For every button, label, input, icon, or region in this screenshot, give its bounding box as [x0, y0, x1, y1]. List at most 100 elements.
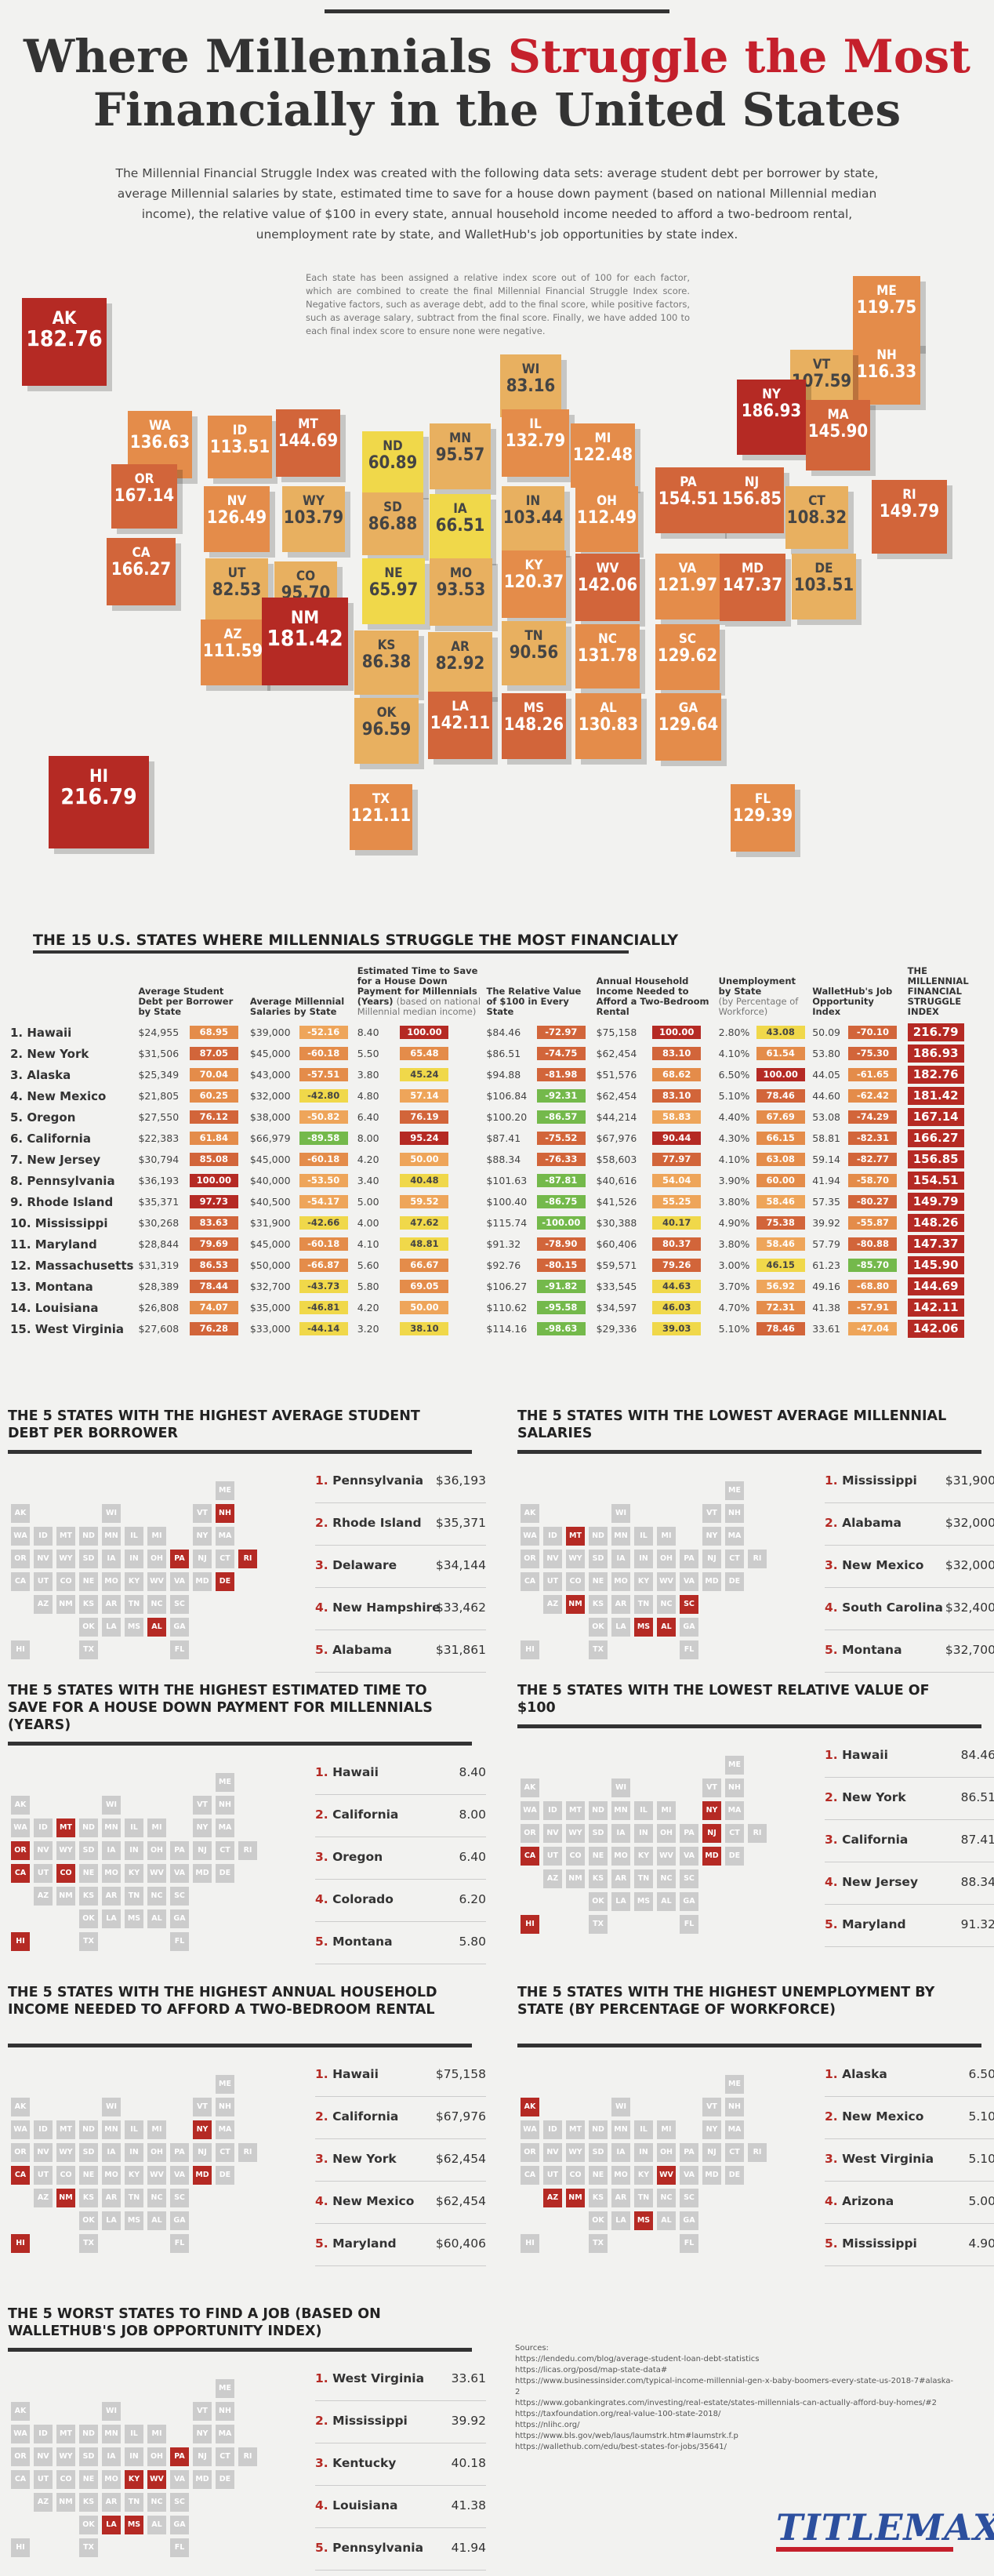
map-tile-la: LA 142.11 [428, 692, 492, 759]
grid-tile-ri: RI [238, 2447, 257, 2466]
ranking-item: 4. Arizona 5.00 [825, 2182, 994, 2224]
grid-tile-ct: CT [216, 2143, 234, 2162]
grid-tile-me: ME [725, 2075, 744, 2094]
grid-tile-wa: WA [11, 1818, 30, 1837]
raw-value: 4.80 [357, 1090, 379, 1102]
score-cell: -62.42 [846, 1085, 905, 1106]
score-cell: 43.08 [754, 1022, 810, 1043]
raw-value: $38,000 [249, 1111, 291, 1123]
table-row: 7. New Jersey $30,794 85.08 $45,000 -60.18 4.… [8, 1149, 988, 1170]
map-tile-mo: MO 93.53 [430, 558, 492, 626]
tile-abbr: WV [596, 561, 619, 576]
source-line[interactable]: https://licas.org/posd/map-state-data# [515, 2366, 668, 2374]
final-index-cell: 145.90 [905, 1255, 988, 1276]
ranking-state-name: Alabama [328, 1643, 393, 1657]
source-line[interactable]: https://www.businessinsider.com/typical-… [515, 2377, 954, 2396]
raw-value: $50,000 [249, 1259, 291, 1271]
panel-title: THE 5 WORST STATES TO FIND A JOB (BASED … [8, 2306, 381, 2339]
source-line[interactable]: https://nlihc.org/ [515, 2421, 580, 2429]
source-line[interactable]: https://taxfoundation.org/real-value-100… [515, 2410, 721, 2418]
grid-tile-co: CO [566, 2166, 585, 2185]
raw-value: $84.46 [486, 1026, 521, 1038]
raw-value: 8.00 [357, 1132, 379, 1144]
raw-value: $66,979 [249, 1132, 291, 1144]
tile-value: 129.39 [732, 806, 793, 826]
raw-value: $88.34 [486, 1154, 521, 1165]
raw-value: 39.92 [812, 1217, 840, 1229]
raw-value: $59,571 [596, 1259, 637, 1271]
tile-abbr: AR [451, 639, 470, 655]
final-index-chip: 145.90 [907, 1256, 964, 1274]
tile-value: 90.56 [509, 643, 559, 663]
raw-value: 44.05 [812, 1069, 840, 1081]
score-cell: 50.00 [397, 1149, 484, 1170]
raw-value: $21,805 [138, 1090, 180, 1102]
grid-tile-la: LA [102, 1909, 121, 1928]
grid-tile-ks: KS [79, 2493, 98, 2512]
grid-tile-wy: WY [56, 2143, 75, 2162]
grid-tile-ak: AK [521, 2098, 539, 2116]
tile-value: 148.26 [503, 715, 564, 735]
col-unemployment-sub: (by Percentage of Workforce) [718, 996, 799, 1017]
grid-tile-az: AZ [34, 2493, 53, 2512]
grid-tile-hi: HI [11, 1932, 30, 1951]
raw-value: $92.76 [486, 1259, 521, 1271]
grid-tile-mo: MO [611, 1572, 630, 1591]
raw-value: 5.10% [718, 1090, 750, 1102]
ranking-state-name: New Hampshire [328, 1600, 441, 1615]
source-line[interactable]: https://lendedu.com/blog/average-student… [515, 2355, 760, 2363]
grid-tile-al: AL [147, 1618, 166, 1637]
ranking-number: 1. [825, 2067, 838, 2081]
grid-tile-ar: AR [102, 2189, 121, 2207]
grid-tile-il: IL [125, 1818, 143, 1837]
grid-tile-or: OR [11, 1841, 30, 1860]
grid-tile-ma: MA [216, 1527, 234, 1546]
struggle-table: Average Student Debt per Borrower by Sta… [8, 965, 988, 1339]
score-chip: -80.15 [536, 1259, 586, 1272]
map-tile-sd: SD 86.88 [362, 492, 423, 555]
raw-value: $39,000 [249, 1026, 291, 1038]
grid-tile-tn: TN [634, 1869, 653, 1888]
tile-value: 86.38 [361, 652, 412, 672]
tile-abbr: NY [762, 387, 781, 402]
score-chip: 74.07 [189, 1301, 238, 1314]
grid-tile-nj: NJ [193, 1841, 212, 1860]
grid-tile-nh: NH [216, 1504, 234, 1523]
grid-tile-mi: MI [657, 1801, 676, 1820]
ranking-value: 5.10 [968, 2152, 994, 2166]
col-unemployment-title: Unemployment by State [718, 976, 796, 997]
raw-value: 6.40 [357, 1111, 379, 1123]
ranking-value: 5.80 [459, 1935, 486, 1949]
tile-value: 116.33 [856, 362, 917, 382]
score-cell: 78.44 [187, 1276, 248, 1297]
raw-value: 3.70% [718, 1281, 750, 1292]
tile-value: 112.49 [576, 508, 637, 528]
grid-tile-co: CO [566, 1847, 585, 1866]
map-tile-wy: WY 103.79 [282, 486, 345, 552]
raw-value: 4.00 [357, 1217, 379, 1229]
grid-tile-oh: OH [147, 1841, 166, 1860]
ranking-state-name: Hawaii [328, 1765, 379, 1779]
table-row: 9. Rhode Island $35,371 97.73 $40,500 -54.17… [8, 1191, 988, 1212]
score-cell: -85.70 [846, 1255, 905, 1276]
raw-value: 5.50 [357, 1048, 379, 1059]
source-line[interactable]: https://wallethub.com/edu/best-states-fo… [515, 2443, 727, 2451]
raw-value: $26,808 [138, 1302, 180, 1313]
raw-value: $67,976 [596, 1132, 637, 1144]
ranking-number: 1. [315, 1765, 328, 1779]
score-chip: 83.10 [652, 1089, 702, 1103]
score-cell: 50.00 [397, 1297, 484, 1318]
grid-tile-wv: WV [657, 1847, 676, 1866]
source-line[interactable]: https://www.gobankingrates.com/investing… [515, 2399, 937, 2407]
raw-value: $28,389 [138, 1281, 180, 1292]
score-chip: -70.10 [848, 1026, 898, 1039]
table-row: 15. West Virginia $27,608 76.28 $33,000 -44.… [8, 1318, 988, 1339]
raw-value: 4.10% [718, 1154, 750, 1165]
source-line[interactable]: https://www.bls.gov/web/laus/laumstrk.ht… [515, 2432, 738, 2440]
ranking-number: 2. [315, 2414, 328, 2428]
grid-tile-pa: PA [170, 1550, 189, 1568]
final-index-chip: 186.93 [907, 1045, 964, 1063]
grid-tile-or: OR [11, 2143, 30, 2162]
score-chip: 58.46 [756, 1195, 805, 1208]
tile-abbr: WY [303, 493, 325, 509]
